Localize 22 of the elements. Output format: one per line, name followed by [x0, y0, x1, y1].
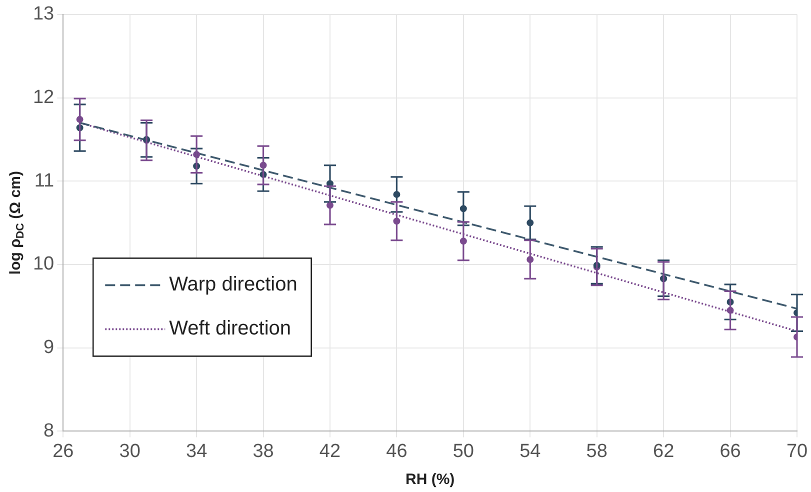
y-tick-label: 8: [44, 420, 54, 442]
x-tick-label: 70: [786, 440, 808, 462]
y-tick-label: 12: [32, 86, 54, 108]
x-tick-label: 46: [386, 440, 408, 462]
y-axis-title: log ρDC (Ω cm): [7, 171, 26, 275]
y-tick-label: 13: [32, 4, 54, 25]
legend-label: Weft direction: [169, 318, 292, 340]
x-tick-label: 30: [119, 440, 140, 462]
x-tick-label: 26: [52, 440, 74, 462]
x-tick-label: 62: [653, 440, 674, 462]
y-tick-label: 10: [32, 254, 54, 275]
x-tick-label: 58: [586, 440, 608, 462]
x-tick-label: 42: [319, 440, 341, 462]
x-tick-label: 54: [520, 440, 542, 462]
x-tick-label: 38: [252, 440, 274, 462]
legend-label: Warp direction: [169, 274, 298, 296]
y-tick-label: 9: [44, 337, 54, 358]
x-tick-label: 34: [186, 440, 208, 462]
x-axis-title: RH (%): [405, 471, 455, 488]
x-tick-label: 50: [452, 440, 474, 462]
y-tick-label: 11: [34, 170, 54, 192]
x-tick-label: 66: [720, 440, 741, 462]
